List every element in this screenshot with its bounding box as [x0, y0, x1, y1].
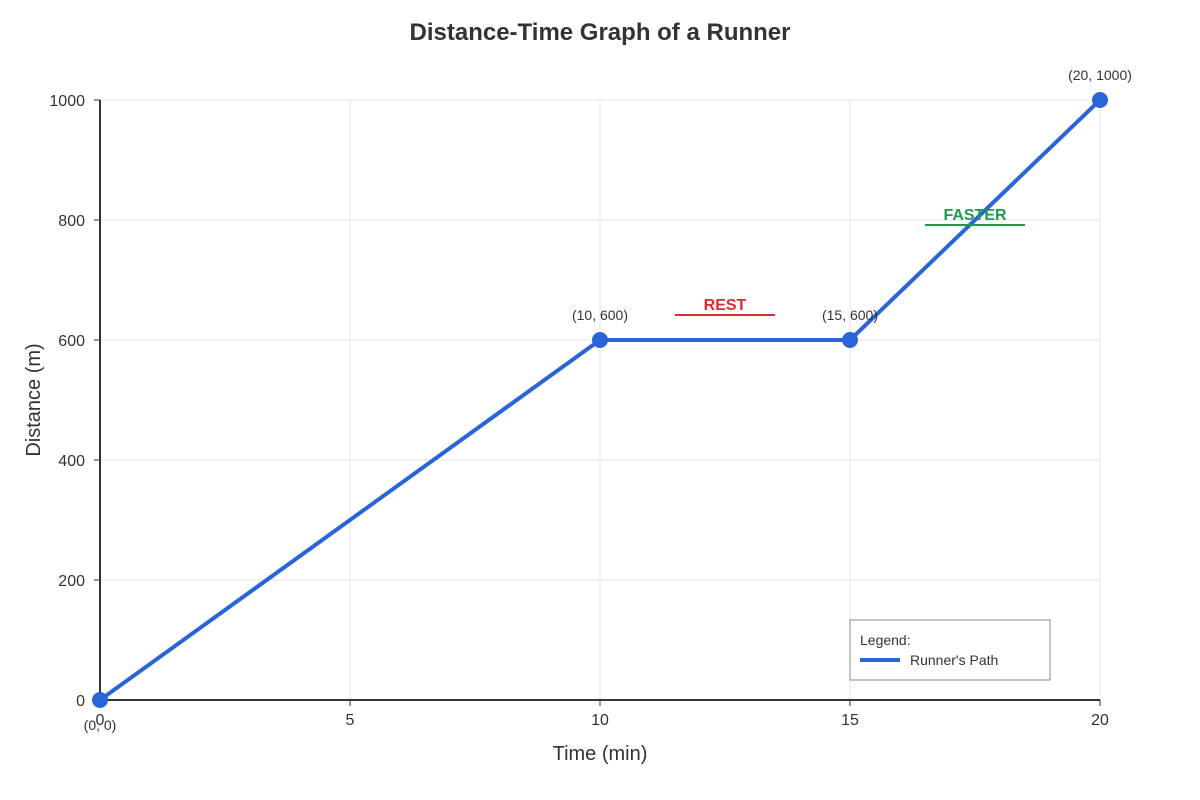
- y-tick-label: 1000: [49, 93, 85, 110]
- x-tick-label: 15: [841, 712, 859, 729]
- chart-title: Distance-Time Graph of a Runner: [410, 19, 791, 46]
- data-point-label: (10, 600): [572, 307, 628, 323]
- data-point: [842, 332, 858, 348]
- x-ticks: 0 5 10 15 20: [96, 700, 1109, 729]
- grid: [100, 99, 1101, 700]
- data-point: [92, 692, 108, 708]
- annotation-label: REST: [704, 297, 747, 314]
- x-tick-label: 20: [1091, 712, 1109, 729]
- y-tick-label: 800: [58, 213, 85, 230]
- series-layer: (0, 0) (10, 600) (15, 600) (20, 1000): [84, 67, 1132, 733]
- data-point-label: (0, 0): [84, 717, 117, 733]
- legend-title: Legend:: [860, 632, 911, 648]
- legend-box: [849, 619, 1051, 681]
- x-tick-label: 5: [346, 712, 355, 729]
- y-axis-title: Distance (m): [23, 343, 45, 456]
- y-tick-label: 600: [58, 333, 85, 350]
- annotation-layer: REST FASTER: [675, 207, 1025, 316]
- y-ticks: 0 200 400 600 800 1000: [49, 93, 100, 710]
- x-tick-label: 0: [96, 712, 105, 729]
- y-tick-label: 0: [76, 693, 85, 710]
- legend: Legend: Runner's Path: [849, 619, 1051, 681]
- y-tick-label: 200: [58, 573, 85, 590]
- series-line: [98, 98, 1102, 702]
- annotation-label: FASTER: [943, 207, 1007, 224]
- data-point: [1092, 92, 1108, 108]
- x-tick-label: 10: [591, 712, 609, 729]
- data-point-label: (20, 1000): [1068, 67, 1132, 83]
- x-axis-title: Time (min): [553, 743, 648, 765]
- data-point-label: (15, 600): [822, 307, 878, 323]
- data-point: [592, 332, 608, 348]
- legend-entry-label: Runner's Path: [910, 652, 998, 668]
- y-tick-label: 400: [58, 453, 85, 470]
